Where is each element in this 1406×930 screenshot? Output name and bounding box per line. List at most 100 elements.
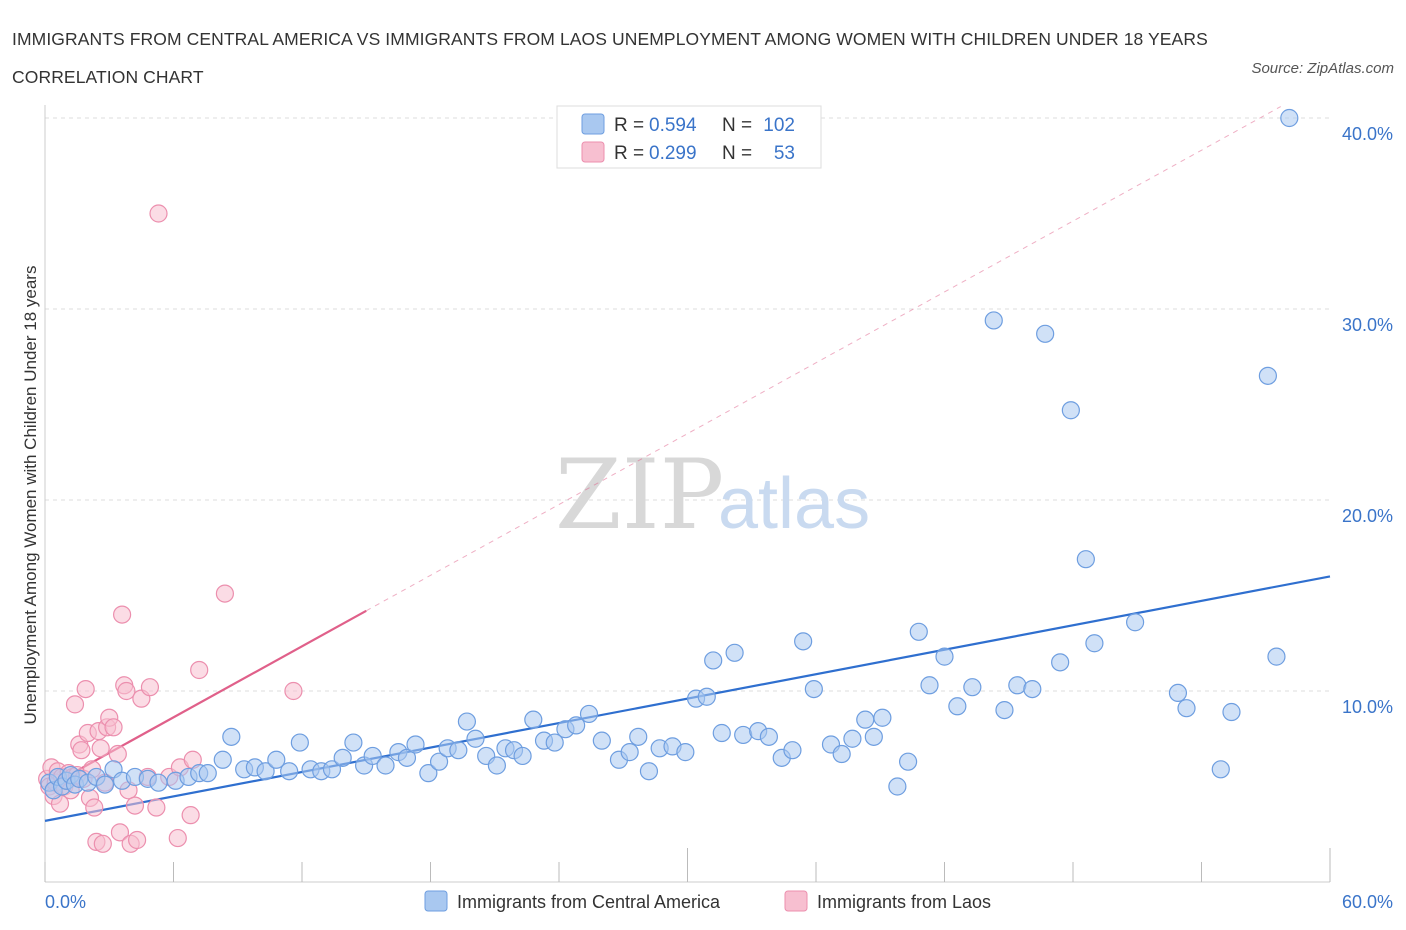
data-point-pink <box>76 679 95 699</box>
data-point-blue <box>734 725 753 745</box>
data-point-blue <box>898 752 918 771</box>
data-point-blue <box>579 704 599 724</box>
data-point-pink <box>65 695 85 714</box>
data-point-pink <box>117 681 136 701</box>
data-point-blue <box>256 762 275 781</box>
data-point-blue <box>198 764 217 783</box>
data-point-blue <box>864 727 883 746</box>
data-point-blue <box>888 777 907 796</box>
x-tick-label: 60.0% <box>1342 892 1393 912</box>
data-point-blue <box>759 727 778 746</box>
data-point-blue <box>676 743 695 762</box>
data-point-pink <box>110 823 130 842</box>
data-point-blue <box>487 756 506 775</box>
data-point-blue <box>629 727 648 746</box>
data-point-blue <box>397 748 417 767</box>
data-point-blue <box>995 700 1014 720</box>
data-point-blue <box>843 729 862 748</box>
data-point-blue <box>449 741 468 760</box>
trend-line-pink <box>44 609 367 790</box>
data-point-blue <box>1008 676 1027 695</box>
data-point-blue <box>856 710 875 729</box>
chart-source: Source: ZipAtlas.com <box>1251 60 1394 77</box>
data-point-blue <box>1061 401 1080 420</box>
data-point-blue <box>419 764 438 783</box>
data-point-pink <box>91 739 110 758</box>
data-point-pink <box>147 798 166 817</box>
data-point-pink <box>284 681 303 701</box>
stats-legend-swatch-blue <box>581 113 605 135</box>
data-point-pink <box>125 796 145 815</box>
data-point-blue <box>466 729 485 748</box>
data-point-blue <box>592 731 611 750</box>
data-point-blue <box>567 716 586 735</box>
data-point-blue <box>363 746 382 766</box>
data-point-blue <box>344 733 363 752</box>
stats-legend-n-label-blue: N = <box>722 115 752 136</box>
data-point-blue <box>725 643 744 662</box>
watermark-atlas: atlas <box>718 464 870 544</box>
data-point-blue <box>1168 683 1188 703</box>
x-tick-label: 0.0% <box>45 892 86 912</box>
data-point-blue <box>804 679 823 699</box>
data-point-blue <box>290 733 309 752</box>
data-point-blue <box>1267 647 1286 666</box>
data-point-blue <box>333 748 352 767</box>
axes <box>44 105 1331 883</box>
series-legend-label-blue: Immigrants from Central America <box>457 892 721 912</box>
data-point-blue <box>783 741 802 760</box>
y-axis-label: Unemployment Among Women with Children U… <box>21 266 40 725</box>
data-point-blue <box>704 651 723 670</box>
data-point-pink <box>112 605 132 624</box>
data-point-blue <box>149 773 168 792</box>
stats-legend-r-value-pink: 0.299 <box>649 143 697 164</box>
data-point-pink <box>168 828 187 848</box>
data-point-pink <box>215 584 234 603</box>
data-point-blue <box>948 697 967 716</box>
data-point-blue <box>620 743 639 762</box>
watermark-zip: ZIP <box>555 439 724 551</box>
watermark: ZIP atlas <box>555 439 870 551</box>
y-tick-label: 10.0% <box>1342 697 1393 717</box>
data-point-blue <box>1177 699 1196 718</box>
data-point-blue <box>1258 366 1277 385</box>
x-tick-labels: 0.0% 60.0% <box>45 892 1393 912</box>
data-point-pink <box>190 660 209 680</box>
data-point-blue <box>213 750 232 769</box>
data-point-pink <box>140 678 160 697</box>
stats-legend-r-value-blue: 0.594 <box>649 115 697 136</box>
stats-legend-n-value-blue: 102 <box>763 115 795 136</box>
data-point-blue <box>832 744 851 764</box>
y-tick-label: 30.0% <box>1342 315 1393 335</box>
data-points <box>38 108 1299 853</box>
stats-legend-r-label-blue: R = <box>614 115 644 136</box>
data-point-pink <box>85 798 104 817</box>
grid-lines <box>45 117 1330 692</box>
data-point-blue <box>376 756 395 775</box>
data-point-blue <box>524 710 543 729</box>
data-point-blue <box>280 762 299 781</box>
data-point-blue <box>984 311 1003 330</box>
data-point-blue <box>322 760 342 779</box>
data-point-blue <box>1211 760 1230 779</box>
data-point-blue <box>697 687 716 706</box>
data-point-blue <box>920 676 939 695</box>
stats-legend-r-label-pink: R = <box>614 143 644 164</box>
data-point-pink <box>72 741 91 760</box>
data-point-blue <box>1023 679 1042 699</box>
data-point-blue <box>935 647 954 666</box>
data-point-blue <box>545 733 564 752</box>
data-point-blue <box>1076 550 1095 569</box>
data-point-blue <box>712 723 731 743</box>
data-point-blue <box>513 746 532 766</box>
series-legend: Immigrants from Central America Immigran… <box>424 890 991 912</box>
data-point-blue <box>1280 108 1299 128</box>
stats-legend: R = 0.594 N = 102 R = 0.299 N = 53 <box>556 105 822 169</box>
series-legend-swatch-pink <box>784 890 808 912</box>
y-tick-labels: 10.0% 20.0% 30.0% 40.0% <box>1342 124 1393 717</box>
data-point-blue <box>909 622 928 641</box>
data-point-pink <box>181 806 200 825</box>
data-point-blue <box>639 762 659 781</box>
data-point-blue <box>429 752 449 771</box>
